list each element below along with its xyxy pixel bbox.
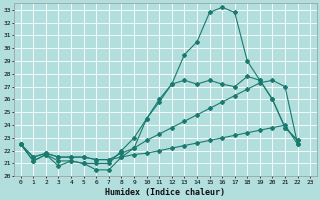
X-axis label: Humidex (Indice chaleur): Humidex (Indice chaleur) [106, 188, 226, 197]
